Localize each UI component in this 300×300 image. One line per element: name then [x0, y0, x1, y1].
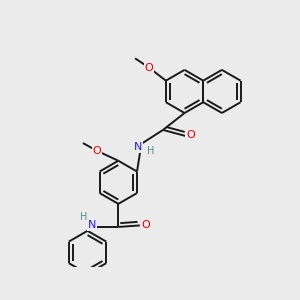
- Text: O: O: [186, 130, 195, 140]
- Text: N: N: [134, 142, 142, 152]
- Text: H: H: [80, 212, 87, 222]
- Text: N: N: [88, 220, 96, 230]
- Text: H: H: [147, 146, 154, 157]
- Text: O: O: [92, 146, 101, 156]
- Text: O: O: [145, 63, 153, 73]
- Text: O: O: [141, 220, 150, 230]
